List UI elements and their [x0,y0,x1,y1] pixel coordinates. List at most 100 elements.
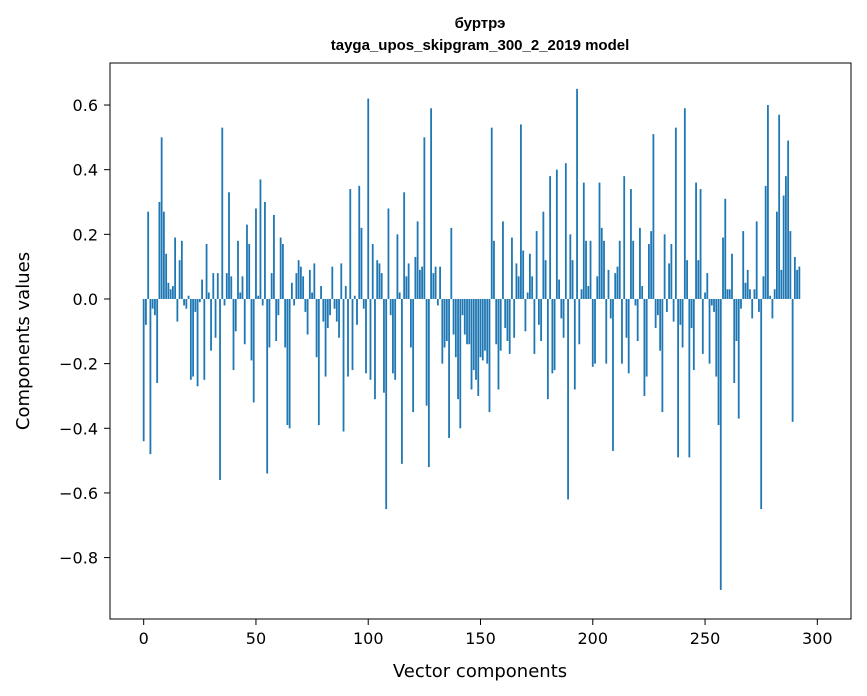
bar [744,282,747,299]
bar [347,298,349,377]
bar [793,256,796,299]
bar [751,298,754,319]
bar [515,263,518,299]
bar [582,182,585,299]
bar [454,298,457,358]
bar [578,298,581,345]
bar [479,298,482,358]
bar [210,298,212,351]
bar [798,266,801,299]
bar [567,298,569,500]
bar [266,298,269,474]
bar [450,227,453,299]
y-tick-label: 0.6 [73,96,98,115]
bar [299,266,302,299]
bar [688,298,691,458]
bar [569,234,572,299]
bar [731,253,733,299]
bar [243,298,246,345]
bar [544,260,547,299]
bar [344,286,347,299]
bar [627,298,630,374]
y-tick-label: 0.2 [73,225,98,244]
y-tick-label: 0.4 [73,161,98,180]
bar [457,298,459,400]
bar [672,298,675,322]
bar [735,298,738,341]
x-tick-label: 50 [246,629,266,648]
bar [443,298,446,348]
bar [472,298,475,371]
chart-title: буртрэ [455,15,506,32]
x-axis-label: Vector components [393,661,567,682]
bar [535,231,538,299]
bar [546,298,549,400]
bar [387,208,390,299]
bar [650,231,653,299]
bar [306,298,309,335]
bar [778,114,781,299]
bar [562,298,565,338]
bar [661,298,664,413]
bar [762,276,765,299]
bar [542,211,545,299]
bar [430,108,432,299]
bar [771,298,774,319]
bar [670,244,673,299]
bar [142,298,145,442]
bar [335,298,338,322]
bar [520,124,522,299]
bar [322,298,325,322]
bar [634,298,637,306]
bar [654,298,657,329]
bar [564,163,567,299]
bar [477,298,480,396]
bar [573,298,576,390]
y-axis-label: Components values [13,252,34,430]
bar [162,211,165,299]
bar [533,298,536,354]
bar [225,273,228,299]
bar [614,273,617,299]
bar [674,127,677,299]
bar [668,263,671,299]
bar [787,140,790,299]
bar [403,192,406,299]
bar [439,266,441,299]
bar [392,298,394,374]
bar [791,298,794,422]
bar [383,298,385,393]
bar [499,298,502,351]
bar [255,208,257,299]
bar [585,240,587,299]
bar [174,237,177,299]
bar [692,298,695,371]
bar [264,202,266,299]
bar [167,282,170,299]
bar [232,298,235,371]
bar [192,298,194,377]
bar [719,298,722,590]
bar [414,256,417,299]
bar [511,237,513,299]
bar [317,298,320,426]
bar [369,298,372,380]
bar [145,298,147,325]
bar [522,250,525,299]
bar [360,227,363,299]
bar [643,298,646,396]
bar [540,298,543,341]
bar [715,298,718,377]
bar [616,266,619,299]
bar [349,189,352,299]
bar [710,298,713,306]
bar [773,289,776,299]
bar [154,298,156,316]
bar [394,298,397,380]
bar [531,276,534,299]
bar [320,286,322,299]
bar [282,244,284,299]
y-tick-label: −0.8 [59,549,98,568]
bar [326,298,329,329]
